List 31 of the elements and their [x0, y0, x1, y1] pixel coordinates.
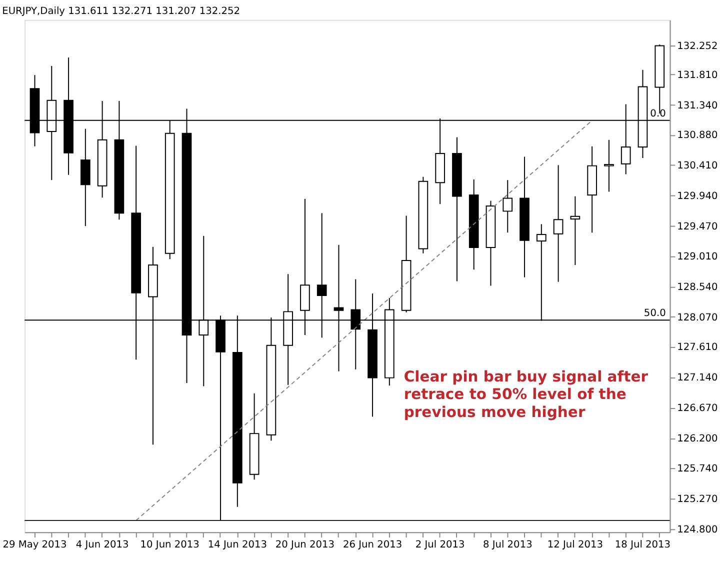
y-tick-label: 128.070 [677, 312, 718, 324]
x-tick-label: 12 Jul 2013 [547, 539, 604, 550]
x-tick-label: 4 Jun 2013 [76, 539, 129, 550]
x-tick-label: 8 Jul 2013 [482, 539, 532, 550]
x-tick-label: 2 Jul 2013 [415, 539, 465, 550]
y-tick-label: 125.740 [677, 463, 718, 474]
y-tick-label: 127.140 [677, 372, 718, 384]
y-tick-label: 131.340 [677, 100, 718, 112]
annotation: 50.0 [644, 308, 666, 320]
y-tick-label: 127.610 [677, 342, 718, 354]
y-tick-label: 130.880 [677, 130, 718, 142]
x-tick-label: 29 May 2013 [2, 539, 67, 550]
y-tick-label: 129.010 [677, 251, 718, 262]
y-tick-label: 124.800 [677, 524, 718, 536]
x-tick-label: 26 Jun 2013 [342, 539, 402, 550]
y-tick-label: 129.470 [677, 222, 718, 233]
y-tick-label: 130.410 [677, 160, 718, 172]
x-tick-label: 10 Jun 2013 [140, 539, 200, 550]
x-tick-label: 20 Jun 2013 [275, 539, 335, 550]
annotation: Clear pin bar buy signal after retrace to 50% level of the previous move higher [404, 368, 649, 421]
chart-title: EURJPY,Daily 131.611 132.271 131.207 132.252 [2, 6, 240, 18]
y-tick-label: 129.940 [677, 191, 718, 202]
y-tick-label: 128.540 [677, 282, 718, 293]
y-tick-label: 125.270 [677, 494, 718, 505]
y-tick-label: 126.200 [677, 434, 718, 445]
y-tick-label: 131.810 [677, 70, 718, 81]
y-tick-label: 132.252 [677, 41, 718, 52]
x-tick-label: 18 Jul 2013 [614, 539, 671, 550]
x-tick-label: 14 Jun 2013 [208, 539, 267, 550]
y-tick-label: 126.670 [677, 403, 718, 414]
annotation: 0.0 [650, 108, 666, 120]
